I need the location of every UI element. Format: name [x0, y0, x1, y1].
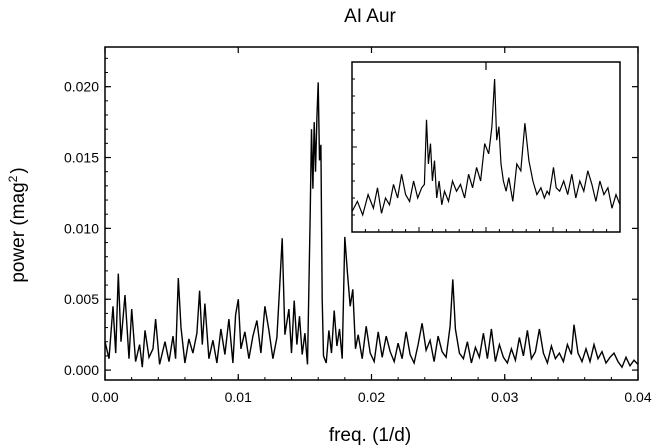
- y-axis-label: power (mag2): [6, 167, 29, 282]
- tick-marks: [104, 47, 639, 380]
- x-tick-label: 0.03: [491, 389, 518, 405]
- x-axis-label: freq. (1/d): [329, 425, 411, 446]
- y-tick-label: 0.015: [64, 150, 99, 166]
- y-tick-label: 0.005: [64, 291, 99, 307]
- y-axis-label-main: power (mag: [8, 182, 29, 282]
- x-tick-label: 0.00: [91, 389, 118, 405]
- y-axis-label-close: ): [8, 167, 29, 173]
- y-tick-label: 0.010: [64, 220, 99, 236]
- tick-labels: 0.00 0.01 0.02 0.03 0.04 0.000 0.005 0.010 0.015…: [64, 79, 652, 405]
- y-tick-label: 0.000: [64, 362, 99, 378]
- x-tick-label: 0.01: [225, 389, 252, 405]
- y-axis-label-sup: 2: [6, 175, 20, 182]
- chart-title: AI Aur: [344, 6, 396, 27]
- inset-spectrum-line: [351, 78, 621, 217]
- inset-panel: [351, 61, 621, 233]
- y-tick-label: 0.020: [64, 79, 99, 95]
- x-tick-label: 0.02: [358, 389, 385, 405]
- power-spectrum-line: [104, 82, 639, 369]
- x-tick-label: 0.04: [624, 389, 651, 405]
